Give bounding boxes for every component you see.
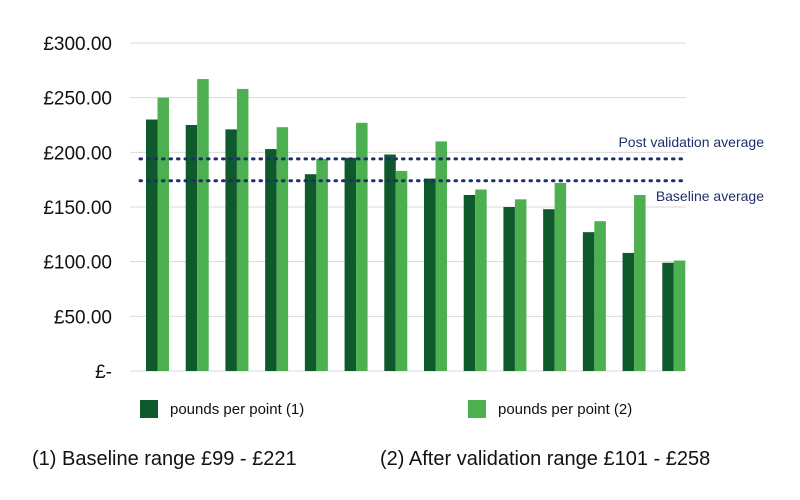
reference-line-label: Baseline average: [656, 188, 764, 204]
bar-series-2: [356, 122, 368, 372]
bar-series-1: [265, 149, 277, 371]
bar-series-1: [463, 194, 476, 371]
y-tick-label: £100.00: [43, 253, 112, 274]
bar-series-1: [622, 252, 635, 371]
y-tick-label: £50.00: [54, 307, 112, 328]
bar-series-1: [582, 232, 595, 371]
bar-series-1: [662, 262, 674, 371]
bar-series-2: [435, 141, 447, 371]
bar-series-1: [185, 125, 198, 371]
bars: [146, 79, 686, 372]
bar-series-1: [503, 207, 515, 371]
bar-series-2: [475, 189, 487, 371]
legend-item-series-1: pounds per point (1): [140, 400, 304, 418]
grid-lines: [130, 42, 686, 372]
legend-swatch-series-1: [140, 400, 158, 418]
bar-series-2: [634, 194, 646, 371]
bar-series-1: [543, 209, 555, 371]
bar-series-1: [304, 174, 317, 371]
legend-swatch-series-2: [468, 400, 486, 418]
y-tick-label: £200.00: [43, 143, 112, 164]
bar-series-2: [236, 88, 249, 372]
y-tick-label: £300.00: [43, 34, 112, 55]
after-validation-range-note: (2) After validation range £101 - £258: [380, 448, 711, 470]
y-tick-label: £250.00: [43, 89, 112, 110]
bar-chart: £300.00 £250.00 £200.00 £150.00 £100.00 £50.0…: [43, 34, 764, 383]
reference-lines: Post validation average Baseline average: [138, 134, 764, 204]
baseline-range-note: (1) Baseline range £99 - £221: [32, 448, 297, 470]
bar-series-2: [514, 199, 527, 371]
bar-series-2: [276, 127, 289, 371]
bar-series-2: [673, 260, 686, 371]
legend-label-series-1: pounds per point (1): [170, 400, 305, 418]
bar-series-1: [344, 157, 357, 371]
bar-series-1: [146, 119, 158, 372]
bar-series-2: [197, 79, 209, 371]
bar-series-2: [554, 182, 567, 371]
bar-series-2: [594, 221, 606, 371]
y-tick-label: £150.00: [43, 198, 112, 219]
y-axis-ticks: £300.00 £250.00 £200.00 £150.00 £100.00 £50.0…: [43, 34, 112, 383]
bar-series-2: [316, 158, 328, 371]
y-tick-label: £-: [95, 362, 112, 383]
bar-series-2: [157, 97, 169, 372]
legend-item-series-2: pounds per point (2): [468, 400, 632, 418]
bar-series-1: [225, 129, 237, 371]
legend-label-series-2: pounds per point (2): [498, 400, 633, 418]
reference-line-label: Post validation average: [618, 134, 764, 150]
bar-series-2: [395, 170, 408, 371]
bar-series-1: [384, 154, 396, 371]
bar-series-1: [424, 178, 436, 371]
